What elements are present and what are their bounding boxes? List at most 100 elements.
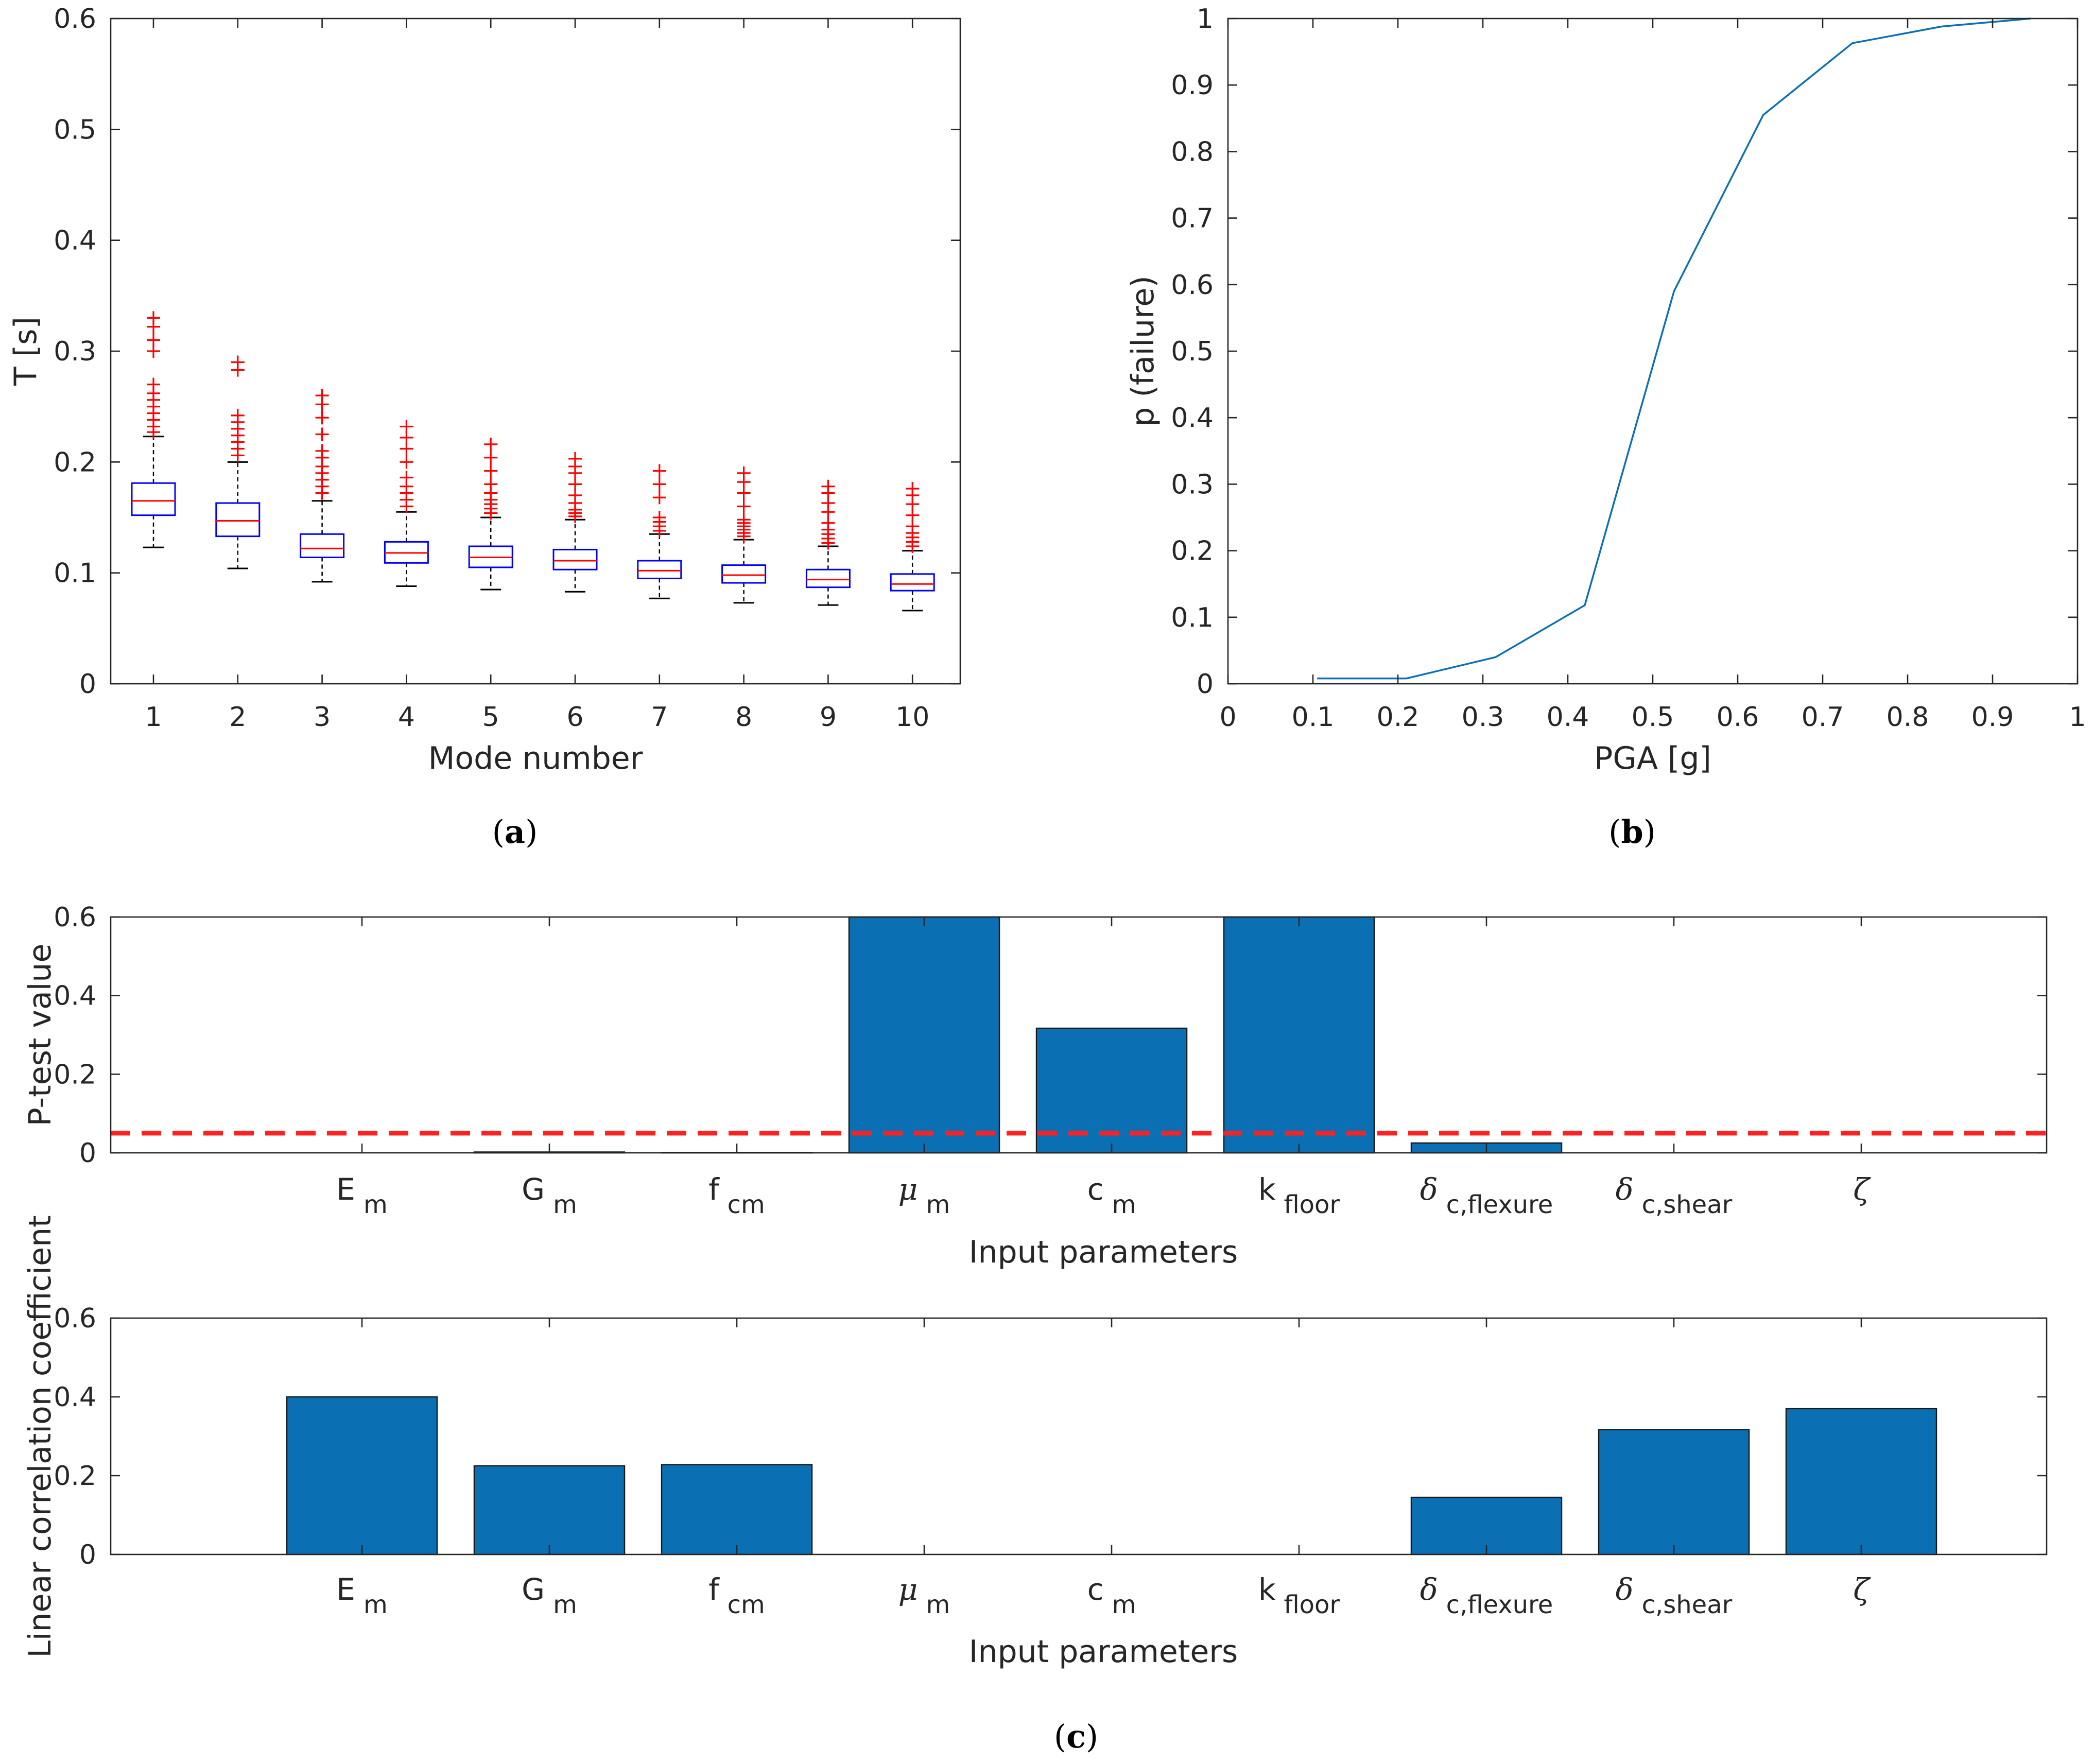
panel-c-bottom-category-label: δ c,flexure: [1420, 1572, 1553, 1619]
panel-a-x-tick-label: 6: [566, 702, 583, 733]
param-main-symbol: E: [336, 1572, 355, 1607]
panel-b-ticks: 0 0.1 0.2 0.3 0.4 0.5 0.6 0.7 0.8 0.9 1 0 0.1 0.2 0.3 0…: [1171, 4, 2086, 733]
panel-b-y-tick-label: 0.2: [1171, 536, 1214, 567]
panel-c-top-bar: [848, 916, 1000, 1154]
panel-b-y-tick-label: 1: [1197, 4, 1214, 34]
panel-b-plot-content: [1317, 18, 2031, 680]
param-main-symbol: k: [1258, 1572, 1276, 1607]
panel-c-top-category-label: f cm: [708, 1172, 765, 1219]
panel-b-x-tick-label: 0.5: [1632, 702, 1674, 733]
panel-b-caption-letter: b: [1621, 813, 1643, 851]
box-outlier: [400, 420, 413, 434]
box-iqr: [215, 502, 261, 538]
param-subscript: floor: [1284, 1190, 1340, 1219]
panel-c-top-y-axis-label: P-test value: [22, 944, 58, 1127]
param-subscript: m: [1112, 1190, 1136, 1219]
param-subscript: m: [1112, 1590, 1136, 1619]
panel-b-x-tick-label: 0.6: [1717, 702, 1759, 733]
box-outlier: [737, 513, 751, 527]
panel-b-x-tick-label: 1: [2069, 702, 2086, 733]
panel-c-bottom-category-label: f cm: [708, 1572, 765, 1619]
panel-c-bottom-bar: [1785, 1408, 1937, 1555]
box-iqr: [300, 533, 345, 559]
panel-c-bottom-y-tick-label: 0: [79, 1540, 96, 1570]
panel-a-x-tick-label: 2: [229, 702, 246, 733]
panel-b-y-tick-label: 0.9: [1171, 70, 1214, 101]
panel-b-x-tick-label: 0.2: [1377, 702, 1420, 733]
panel-b-fragility-curve: 0 0.1 0.2 0.3 0.4 0.5 0.6 0.7 0.8 0.9 1 0 0.1 0.2 0.3 0…: [1125, 4, 2086, 851]
box-outlier: [400, 471, 413, 485]
panel-c-bottom-y-tick-label: 0.2: [54, 1461, 96, 1492]
panel-a-axes-box: [110, 18, 961, 685]
box-outlier: [315, 444, 329, 458]
panel-a-y-tick-label: 0.4: [54, 226, 96, 256]
param-subscript: cm: [728, 1190, 765, 1219]
panel-c-bottom-bar: [1410, 1496, 1563, 1555]
box-iqr: [890, 573, 935, 592]
param-subscript: m: [364, 1190, 388, 1219]
box-outlier: [400, 455, 413, 469]
box-outlier: [737, 499, 751, 513]
panel-b-x-tick-label: 0.4: [1547, 702, 1589, 733]
panel-a-x-tick-label: 9: [820, 702, 837, 733]
box-iqr: [805, 568, 851, 589]
panel-a-ticks: 0 0.1 0.2 0.3 0.4 0.5 0.6 1 2 3 4 5 6 7 8 9 10: [54, 4, 960, 733]
param-main-symbol: f: [708, 1572, 720, 1607]
box-outlier: [231, 355, 245, 369]
param-main-symbol: δ: [1616, 1572, 1634, 1607]
panel-a-caption: (a): [492, 813, 538, 851]
panel-a-x-tick-label: 5: [482, 702, 499, 733]
panel-a-y-tick-label: 0.1: [54, 558, 96, 589]
panel-c-bottom-y-tick-label: 0.6: [54, 1303, 96, 1334]
panel-c-bottom-axes-box: [110, 1317, 2048, 1555]
panel-c-bottom-bar: [286, 1396, 438, 1555]
param-subscript: cm: [728, 1590, 765, 1619]
panel-c-bottom-bar: [473, 1465, 626, 1555]
box-outlier: [147, 311, 160, 325]
box-iqr: [637, 560, 682, 579]
panel-c-bottom-y-tick-label: 0.4: [54, 1382, 96, 1413]
panel-b-x-axis-label: PGA [g]: [1594, 740, 1711, 776]
param-main-symbol: f: [708, 1172, 720, 1207]
box-outlier: [821, 479, 835, 493]
box-iqr: [131, 482, 176, 516]
panel-c-top-ticks: 0 0.2 0.4 0.6: [54, 902, 2047, 1169]
panel-c-top-category-label: k floor: [1258, 1172, 1340, 1219]
box-outlier: [484, 437, 498, 451]
param-main-symbol: k: [1258, 1172, 1276, 1207]
param-subscript: m: [926, 1590, 950, 1619]
param-main-symbol: G: [522, 1172, 545, 1207]
panel-c-bottom-y-axis-label: Linear correlation coefficient: [22, 1215, 58, 1657]
box-outlier: [568, 452, 582, 465]
box-outlier: [231, 408, 245, 422]
param-main-symbol: μ: [898, 1172, 918, 1207]
panel-a-x-tick-label: 4: [398, 702, 415, 733]
param-main-symbol: c: [1087, 1172, 1104, 1207]
panel-c-top-x-axis-label: Input parameters: [969, 1234, 1238, 1270]
param-main-symbol: μ: [898, 1572, 918, 1607]
panel-c-top-y-tick-label: 0.2: [54, 1059, 96, 1090]
box-outlier: [147, 333, 160, 347]
panel-c-top-axes-box: [110, 916, 2048, 1154]
panel-b-y-tick-label: 0: [1197, 669, 1214, 700]
box-outlier: [737, 466, 751, 480]
panel-a-x-axis-label: Mode number: [428, 740, 643, 776]
panel-b-y-tick-label: 0.5: [1171, 336, 1214, 367]
param-main-symbol: c: [1087, 1572, 1104, 1607]
box-iqr: [721, 564, 767, 584]
panel-a-x-tick-label: 3: [314, 702, 331, 733]
param-subscript: m: [926, 1190, 950, 1219]
box-outlier: [652, 477, 666, 491]
panel-b-x-tick-label: 0.1: [1292, 702, 1335, 733]
panel-c-top-category-label: δ c,shear: [1616, 1172, 1733, 1219]
panel-b-x-tick-label: 0: [1219, 702, 1236, 733]
